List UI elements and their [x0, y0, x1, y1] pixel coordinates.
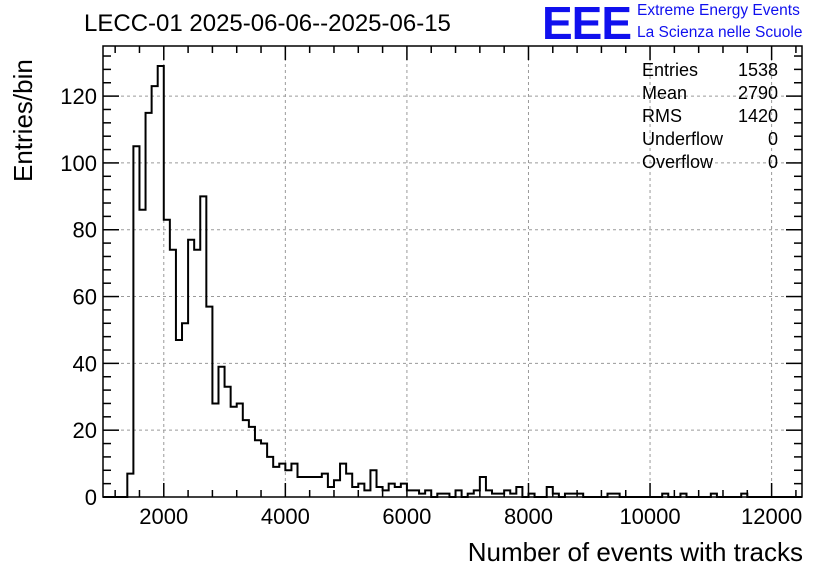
plot-frame [102, 45, 803, 498]
stat-underflow-value: 0 [767, 129, 778, 149]
stat-mean-value: 2790 [737, 83, 778, 103]
stat-mean-label: Mean [642, 83, 688, 103]
stat-overflow-value: 0 [767, 152, 778, 172]
x-axis-label: Number of events with tracks [467, 537, 803, 567]
y-tick-label: 20 [73, 418, 97, 443]
x-tick-label: 2000 [139, 504, 188, 529]
stat-rms-value: 1420 [737, 106, 778, 126]
stat-underflow-label: Underflow [642, 129, 724, 149]
stat-entries-label: Entries [642, 60, 699, 80]
stat-overflow-label: Overflow [642, 152, 714, 172]
axis-ticks [103, 46, 802, 498]
stat-entries-value: 1538 [737, 60, 778, 80]
y-tick-label: 0 [85, 485, 97, 510]
tick-labels: 2000 4000 6000 8000 10000 1200002040608010012… [60, 84, 802, 529]
y-tick-label: 60 [73, 285, 97, 310]
logo-line-2: La Scienza nelle Scuole [637, 24, 803, 41]
x-tick-label: 12000 [741, 504, 802, 529]
y-tick-label: 40 [73, 351, 97, 376]
x-tick-label: 4000 [261, 504, 310, 529]
y-tick-label: 80 [73, 218, 97, 243]
x-tick-label: 10000 [619, 504, 680, 529]
x-tick-label: 6000 [382, 504, 431, 529]
eee-logo: EEE [542, 0, 632, 49]
grid-lines [103, 46, 802, 497]
chart-title: LECC-01 2025-06-06--2025-06-15 [84, 10, 451, 37]
stat-rms-label: RMS [642, 106, 682, 126]
x-tick-label: 8000 [504, 504, 553, 529]
y-tick-label: 120 [60, 84, 97, 109]
logo-line-1: Extreme Energy Events [637, 2, 800, 19]
y-axis-label: Entries/bin [8, 59, 38, 182]
y-tick-label: 100 [60, 151, 97, 176]
